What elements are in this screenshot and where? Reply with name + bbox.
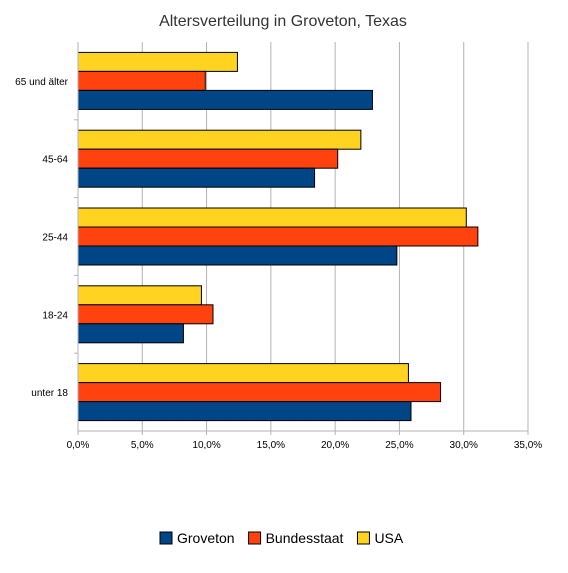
x-tick-label: 10,0% bbox=[192, 440, 220, 451]
y-tick-label: unter 18 bbox=[31, 388, 68, 399]
x-tick-label: 0,0% bbox=[67, 440, 90, 451]
bar-groveton bbox=[77, 167, 316, 188]
bar-bundesstaat bbox=[77, 304, 214, 325]
x-tick-label: 15,0% bbox=[257, 440, 285, 451]
x-tick-label: 5,0% bbox=[131, 440, 154, 451]
bars bbox=[77, 51, 479, 422]
x-tick-label: 30,0% bbox=[450, 440, 478, 451]
bar-usa bbox=[77, 285, 202, 306]
bar-usa bbox=[77, 363, 409, 384]
y-tick-label: 18-24 bbox=[42, 310, 68, 321]
bar-groveton bbox=[77, 401, 412, 422]
bar-bundesstaat bbox=[77, 148, 339, 169]
bar-usa bbox=[77, 207, 467, 228]
legend-label-bundesstaat: Bundesstaat bbox=[266, 530, 344, 546]
bar-groveton bbox=[77, 245, 398, 266]
bar-groveton bbox=[77, 89, 373, 110]
bar-usa bbox=[77, 129, 362, 150]
legend: Groveton Bundesstaat USA bbox=[159, 530, 404, 546]
chart-title: Altersverteilung in Groveton, Texas bbox=[159, 13, 407, 30]
bar-bundesstaat bbox=[77, 226, 479, 247]
legend-swatch-groveton bbox=[159, 531, 173, 545]
axes: 0,0% 5,0% 10,0% 15,0% 20,0% 25,0% 30,0% 35,0% 65… bbox=[15, 42, 542, 451]
bar-groveton bbox=[77, 323, 184, 344]
bar-bundesstaat bbox=[77, 382, 442, 403]
legend-label-usa: USA bbox=[374, 530, 403, 546]
legend-swatch-bundesstaat bbox=[248, 531, 262, 545]
legend-label-groveton: Groveton bbox=[177, 530, 235, 546]
y-tick-label: 65 und älter bbox=[15, 77, 68, 88]
bar-bundesstaat bbox=[77, 70, 206, 91]
y-tick-label: 25-44 bbox=[42, 233, 68, 244]
y-tick-label: 45-64 bbox=[42, 155, 68, 166]
legend-swatch-usa bbox=[356, 531, 370, 545]
x-tick-label: 35,0% bbox=[514, 440, 542, 451]
x-tick-label: 20,0% bbox=[321, 440, 349, 451]
x-tick-label: 25,0% bbox=[385, 440, 413, 451]
bar-usa bbox=[77, 51, 238, 72]
